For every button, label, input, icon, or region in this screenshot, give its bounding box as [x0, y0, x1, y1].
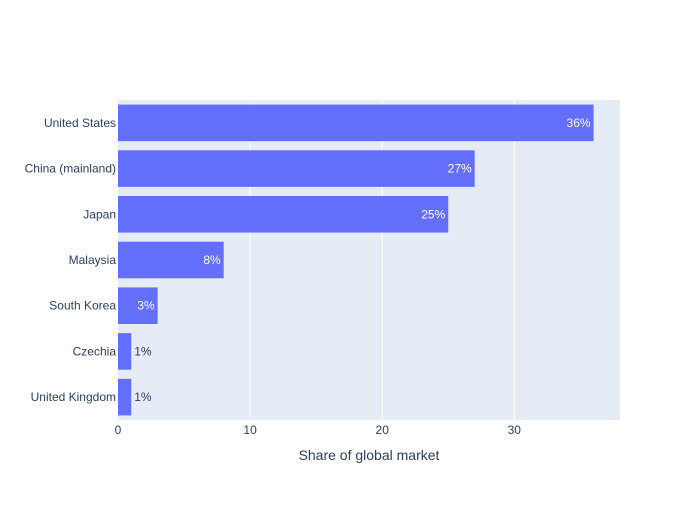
y-category-label: United States [44, 116, 116, 130]
data-labels: 36% 27% 25% 8% 3% 1% 1% [134, 116, 591, 404]
bar [118, 104, 594, 142]
x-tick-label: 20 [376, 423, 390, 437]
bar [118, 241, 224, 279]
bar [118, 150, 475, 187]
x-axis-title: Share of global market [299, 447, 440, 463]
bar-data-label: 1% [134, 390, 152, 404]
y-category-label: Malaysia [69, 253, 117, 267]
x-tick-label: 10 [243, 423, 257, 437]
bars [118, 104, 594, 416]
y-category-label: United Kingdom [31, 390, 116, 404]
bar-data-label: 1% [134, 344, 152, 358]
bar-data-label: 8% [203, 253, 221, 267]
x-tick-label: 30 [508, 423, 522, 437]
y-category-label: Czechia [73, 344, 117, 358]
y-category-label: China (mainland) [25, 162, 116, 176]
x-axis-ticks: 0 10 20 30 [115, 423, 522, 437]
x-tick-label: 0 [115, 423, 122, 437]
y-category-label: Japan [83, 207, 116, 221]
bar [118, 196, 449, 233]
y-axis-categories: United States China (mainland) Japan Malays… [25, 116, 117, 404]
bar [118, 333, 132, 370]
bar-data-label: 27% [448, 162, 472, 176]
bar-data-label: 25% [421, 207, 445, 221]
bar [118, 378, 132, 416]
bar-data-label: 36% [567, 116, 591, 130]
bar [118, 287, 158, 324]
y-category-label: South Korea [49, 299, 116, 313]
bar-data-label: 3% [137, 299, 155, 313]
